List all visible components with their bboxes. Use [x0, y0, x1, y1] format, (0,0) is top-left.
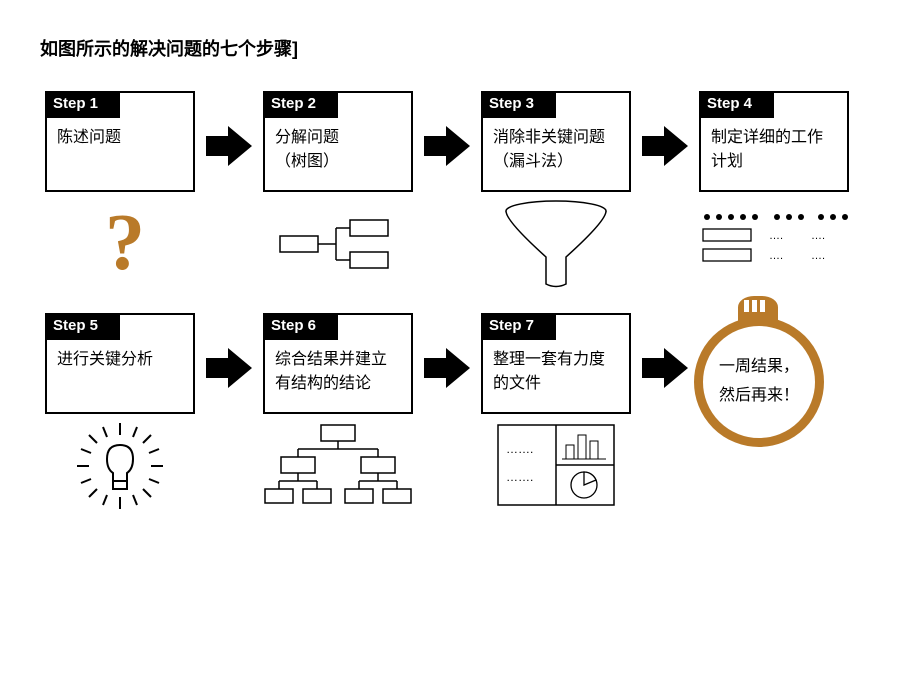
cell-clock: 一周结果， 然后再来！	[694, 313, 824, 447]
svg-text:….: ….	[769, 230, 783, 242]
step-7-body: 整理一套有力度的文件	[483, 340, 629, 412]
cell-step-6: Step 6 综合结果并建立有结构的结论	[258, 313, 418, 513]
svg-text:?: ?	[105, 199, 145, 287]
svg-text:….: ….	[811, 230, 825, 242]
org-chart-icon	[258, 418, 418, 513]
step-6-box: Step 6 综合结果并建立有结构的结论	[263, 313, 413, 414]
step-2-header: Step 2	[263, 91, 338, 118]
arrow-icon	[636, 91, 694, 201]
step-7-box: Step 7 整理一套有力度的文件	[481, 313, 631, 414]
svg-text:…….: …….	[506, 442, 533, 456]
arrow-icon	[418, 91, 476, 201]
stopwatch-button-icon	[738, 296, 778, 324]
question-mark-icon: ?	[40, 196, 200, 291]
step-3-header: Step 3	[481, 91, 556, 118]
svg-text:….: ….	[769, 250, 783, 262]
svg-text:….: ….	[811, 250, 825, 262]
step-6-body: 综合结果并建立有结构的结论	[265, 340, 411, 412]
page-title: 如图所示的解决问题的七个步骤]	[40, 35, 880, 61]
row-2: Step 5 进行关键分析	[40, 313, 880, 513]
step-6-header: Step 6	[263, 313, 338, 340]
clock-line1: 一周结果，	[719, 353, 799, 382]
arrow-icon	[636, 313, 694, 423]
arrow-icon	[418, 313, 476, 423]
step-4-body: 制定详细的工作计划	[701, 118, 847, 190]
lightbulb-icon	[40, 418, 200, 513]
cell-step-1: Step 1 陈述问题 ?	[40, 91, 200, 291]
step-7-header: Step 7	[481, 313, 556, 340]
step-5-body: 进行关键分析	[47, 340, 193, 412]
step-5-header: Step 5	[45, 313, 120, 340]
tree-diagram-icon	[258, 196, 418, 291]
step-5-box: Step 5 进行关键分析	[45, 313, 195, 414]
step-3-box: Step 3 消除非关键问题（漏斗法）	[481, 91, 631, 192]
clock-line2: 然后再来！	[719, 382, 799, 411]
cell-step-2: Step 2 分解问题 （树图）	[258, 91, 418, 291]
row-1: Step 1 陈述问题 ? Step 2 分解问题 （树图）	[40, 91, 880, 291]
svg-text:…….: …….	[506, 470, 533, 484]
funnel-icon	[476, 196, 636, 291]
step-1-body: 陈述问题	[47, 118, 193, 190]
step-1-box: Step 1 陈述问题	[45, 91, 195, 192]
step-3-body: 消除非关键问题（漏斗法）	[483, 118, 629, 190]
arrow-icon	[200, 91, 258, 201]
step-2-box: Step 2 分解问题 （树图）	[263, 91, 413, 192]
step-2-body: 分解问题 （树图）	[265, 118, 411, 190]
cell-step-5: Step 5 进行关键分析	[40, 313, 200, 513]
cell-step-3: Step 3 消除非关键问题（漏斗法）	[476, 91, 636, 291]
clock-icon: 一周结果， 然后再来！	[694, 317, 824, 447]
cell-step-7: Step 7 整理一套有力度的文件 ……. …….	[476, 313, 636, 513]
arrow-icon	[200, 313, 258, 423]
cell-step-4: Step 4 制定详细的工作计划 …. …. …. ….	[694, 91, 854, 291]
document-report-icon: ……. …….	[476, 418, 636, 513]
step-4-header: Step 4	[699, 91, 774, 118]
workplan-icon: …. …. …. ….	[694, 196, 854, 291]
step-1-header: Step 1	[45, 91, 120, 118]
step-4-box: Step 4 制定详细的工作计划	[699, 91, 849, 192]
